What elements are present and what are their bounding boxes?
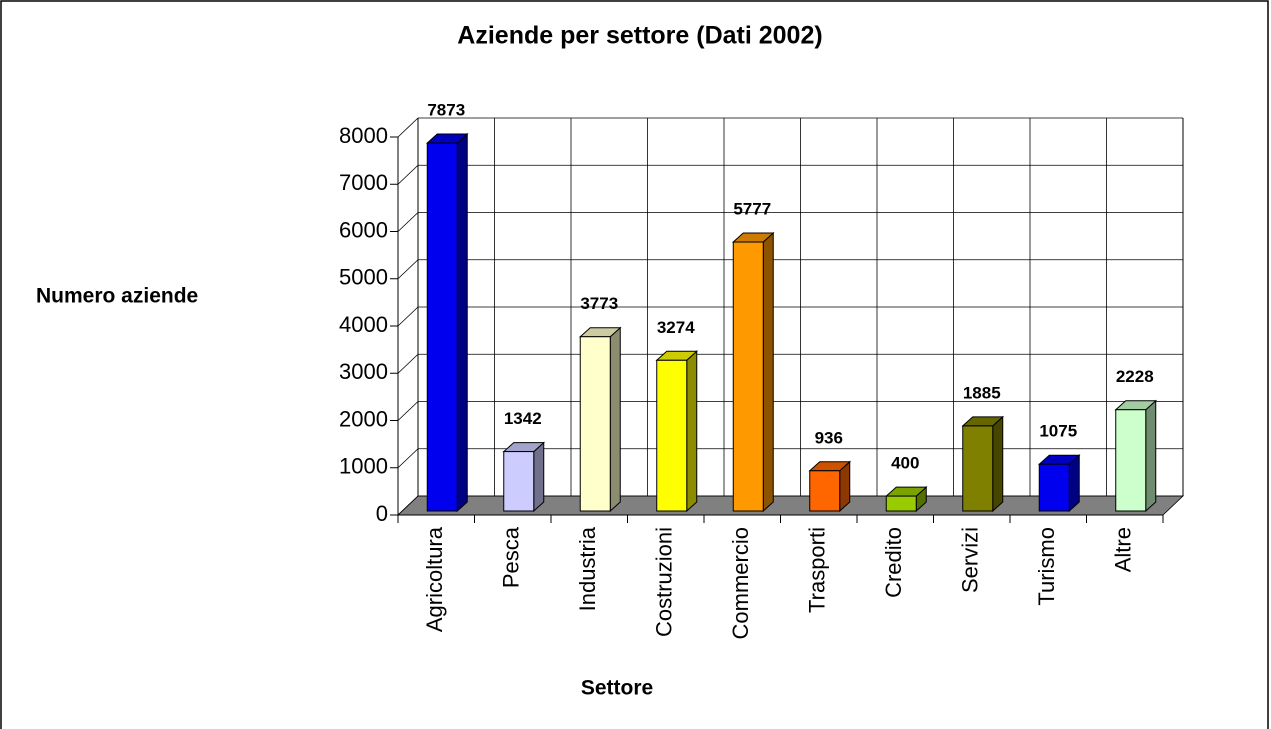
value-label: 936 [815, 428, 843, 447]
bar [579, 336, 611, 512]
x-tick-label: Credito [881, 527, 906, 598]
bar-side [992, 415, 1004, 513]
value-label: 7873 [427, 100, 465, 119]
x-tick-label: Turismo [1034, 527, 1059, 606]
y-tick-label: 7000 [339, 170, 388, 195]
bar-side [456, 132, 468, 513]
bar-side [762, 231, 774, 513]
grid-line [397, 259, 1183, 280]
x-tick-label: Industria [575, 526, 600, 611]
y-tick-label: 8000 [339, 123, 388, 148]
value-label: 1342 [504, 409, 542, 428]
bar-side [1145, 399, 1157, 513]
x-tick-label: Altre [1111, 527, 1136, 572]
y-tick-label: 2000 [339, 406, 388, 431]
x-tick-label: Pesca [499, 526, 524, 588]
bar [809, 470, 841, 512]
bar [426, 142, 458, 512]
y-tick-label: 4000 [339, 312, 388, 337]
y-tick-label: 1000 [339, 454, 388, 479]
bar [656, 359, 688, 512]
grid-line [397, 306, 1183, 327]
x-tick-label: Commercio [728, 527, 753, 639]
bar-side [1068, 454, 1080, 513]
x-tick-label: Costruzioni [652, 527, 677, 637]
x-tick-label: Trasporti [805, 527, 830, 613]
y-tick-label: 6000 [339, 217, 388, 242]
bar-side [609, 326, 621, 513]
y-tick-label: 5000 [339, 265, 388, 290]
bar [1038, 463, 1070, 512]
value-label: 3773 [580, 294, 618, 313]
grid-line [397, 164, 1183, 185]
y-tick-label: 3000 [339, 359, 388, 384]
bar [885, 495, 917, 512]
value-label: 400 [891, 454, 919, 473]
grid-line [397, 117, 1183, 138]
value-label: 1885 [963, 383, 1001, 402]
bar-side [686, 350, 698, 513]
x-tick-label: Agricoltura [422, 526, 447, 632]
bar-side [533, 441, 545, 513]
chart-title: Aziende per settore (Dati 2002) [457, 22, 822, 50]
value-label: 1075 [1039, 422, 1077, 441]
value-label: 2228 [1116, 367, 1154, 386]
x-tick-label: Servizi [958, 527, 983, 593]
grid-line [397, 353, 1183, 374]
x-axis-label: Settore [581, 677, 653, 700]
grid-line [397, 212, 1183, 232]
bar [503, 451, 535, 512]
y-axis-label: Numero aziende [36, 285, 198, 308]
bar [962, 425, 994, 512]
y-tick-label: 0 [376, 501, 388, 526]
value-label: 5777 [733, 200, 771, 219]
bar [1115, 409, 1147, 512]
grid-line [397, 401, 1183, 421]
grid-line [397, 448, 1183, 469]
value-label: 3274 [657, 318, 695, 337]
bar [732, 241, 764, 512]
grid-line [397, 495, 1183, 516]
